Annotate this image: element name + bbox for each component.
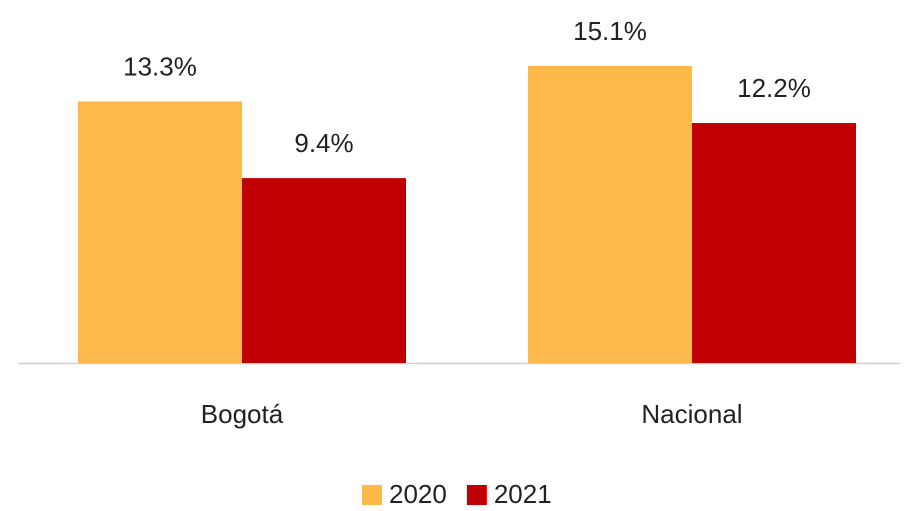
value-label: 15.1% <box>573 16 647 46</box>
x-tick-label: Nacional <box>641 399 742 429</box>
legend-swatch <box>362 485 382 505</box>
legend-swatch <box>466 485 487 505</box>
value-label: 13.3% <box>123 51 197 81</box>
bar <box>692 123 856 363</box>
bar <box>528 66 692 363</box>
bar <box>242 178 406 363</box>
bar <box>78 101 242 363</box>
x-tick-label: Bogotá <box>201 399 284 429</box>
value-label: 12.2% <box>737 73 811 103</box>
legend-label: 2021 <box>494 479 552 509</box>
value-label: 9.4% <box>294 128 353 158</box>
legend-label: 2020 <box>389 479 447 509</box>
